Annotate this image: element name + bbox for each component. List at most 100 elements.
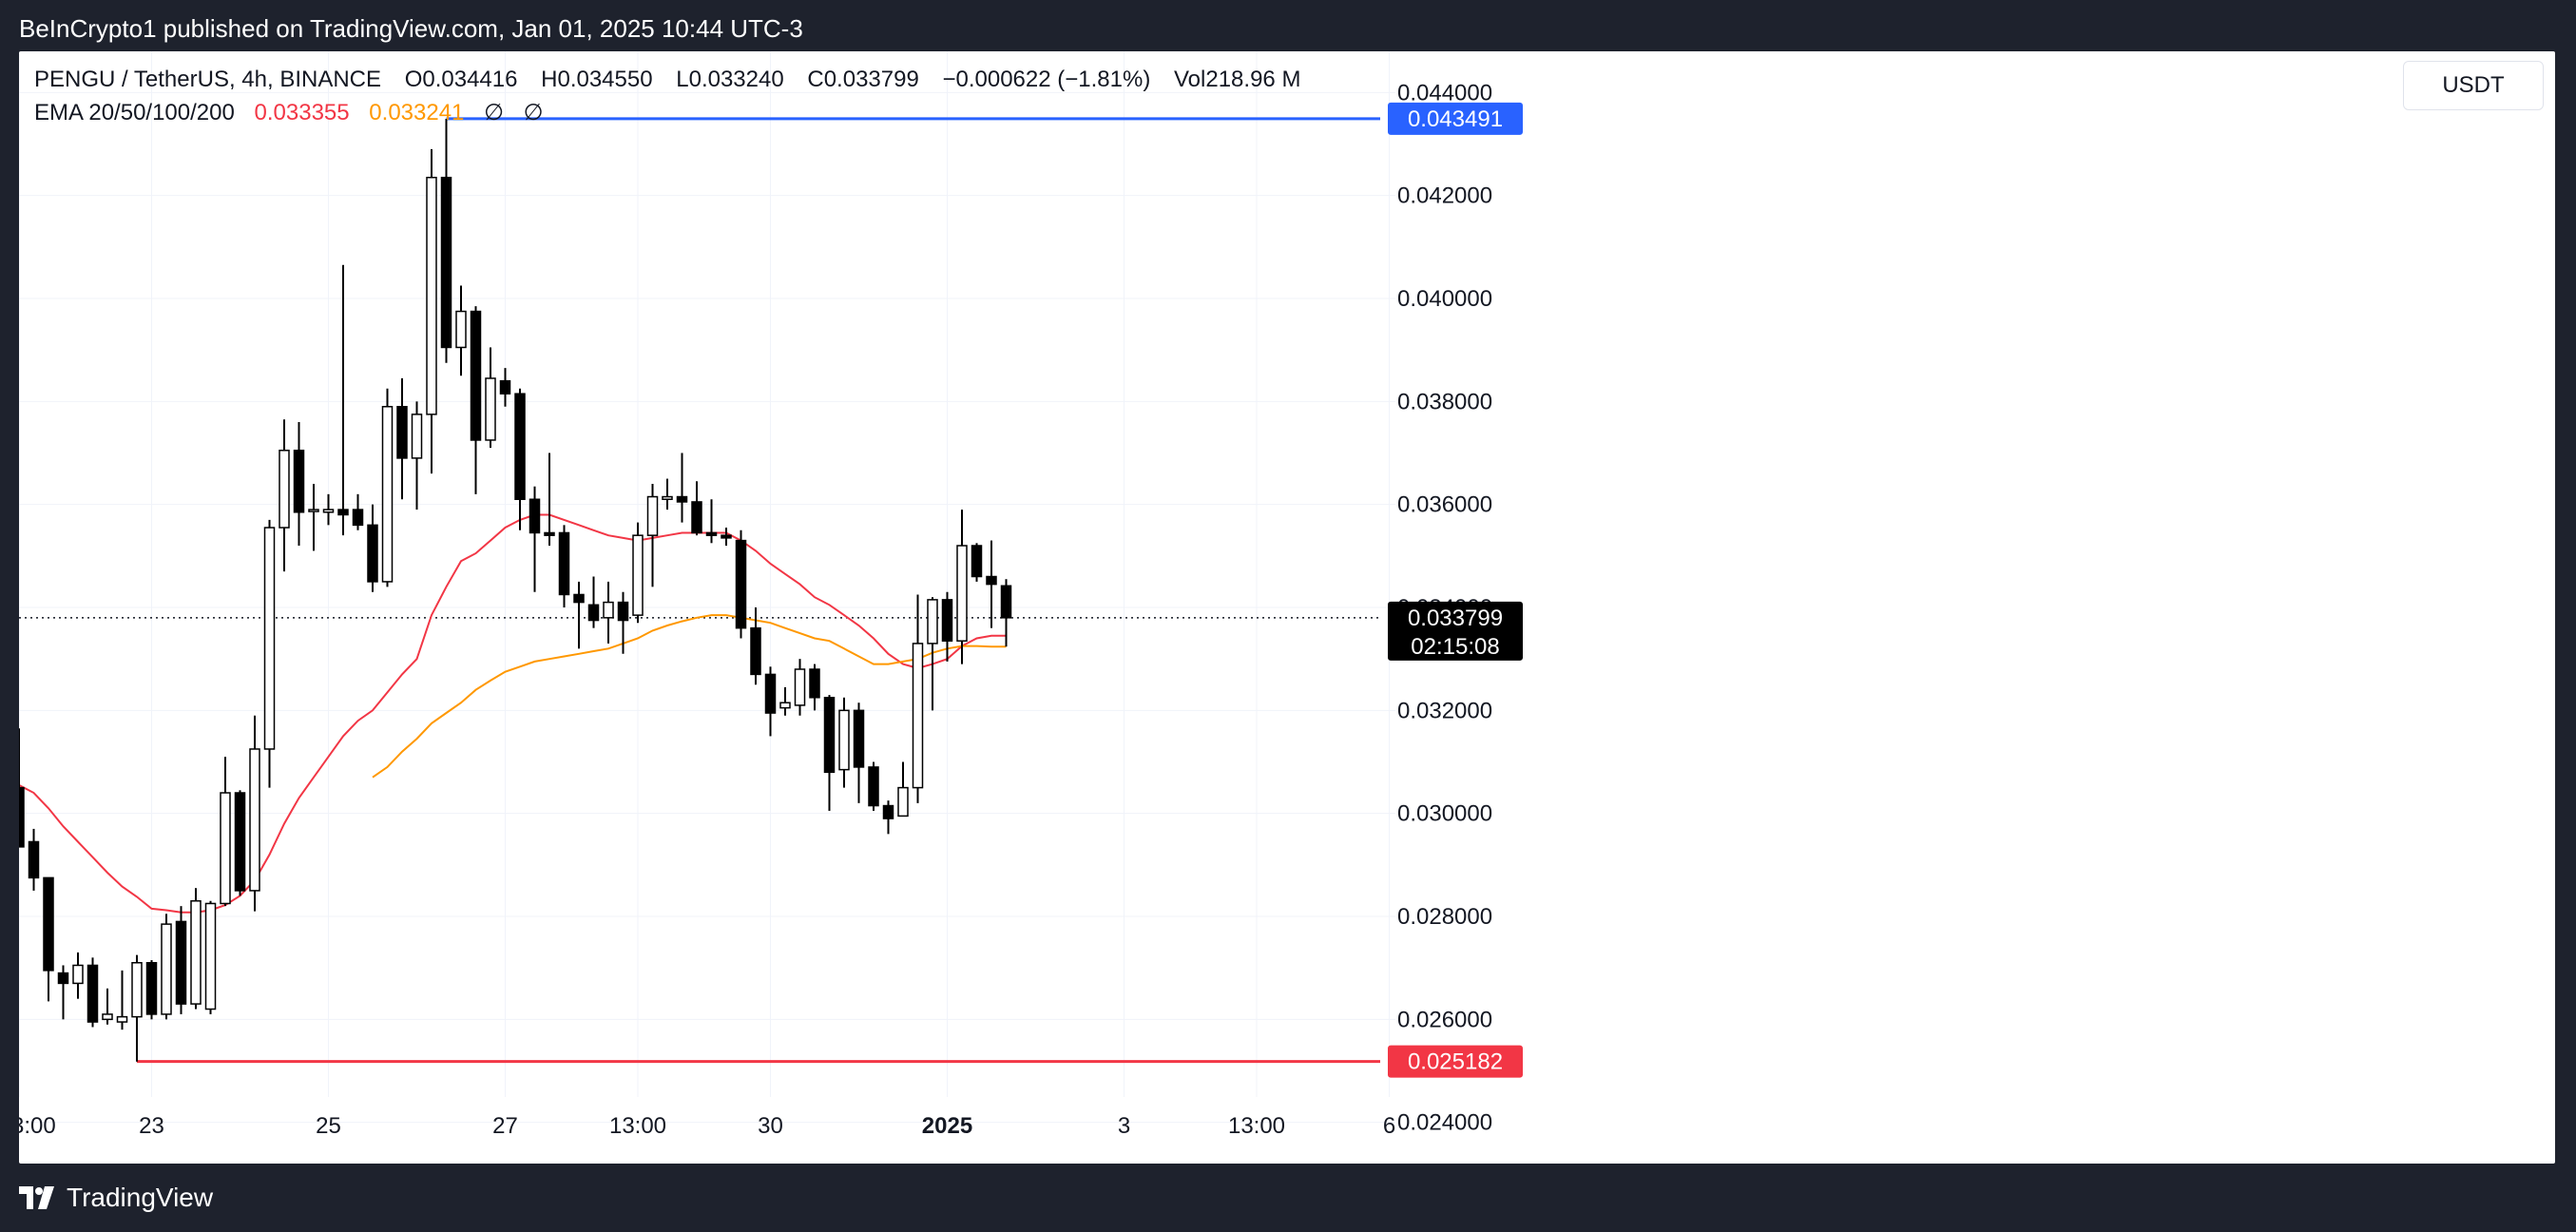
candle-body — [750, 626, 761, 676]
ohlc-legend: PENGU / TetherUS, 4h, BINANCE O0.034416 … — [34, 67, 1317, 93]
candle-body — [145, 962, 158, 1015]
resistance-label: 0.043491 — [1408, 106, 1503, 132]
candle-body — [838, 709, 850, 771]
candle-body — [131, 962, 143, 1018]
candle-body — [308, 509, 319, 512]
y-axis-label: 0.024000 — [1397, 1110, 1492, 1136]
candle-body — [573, 593, 585, 604]
y-axis-label: 0.032000 — [1397, 698, 1492, 723]
chart-panel[interactable]: 0.044000 0.042000 0.040000 0.038000 0.036000… — [19, 51, 2555, 1164]
close-value: C0.033799 — [807, 67, 919, 92]
candle-body — [986, 575, 997, 586]
y-axis-label: 0.026000 — [1397, 1007, 1492, 1032]
publisher-bar: BeInCrypto1 published on TradingView.com… — [0, 0, 2576, 51]
candle-body — [322, 509, 335, 513]
candle-body — [440, 176, 452, 349]
y-axis-label: 0.044000 — [1397, 80, 1492, 106]
high-value: H0.034550 — [541, 67, 653, 92]
candle-body — [558, 531, 570, 596]
candle-body — [691, 501, 702, 534]
candle-body — [632, 534, 644, 616]
footer-bar: TradingView — [0, 1164, 2576, 1232]
candle-body — [956, 545, 968, 642]
x-axis-label: 27 — [492, 1113, 518, 1139]
y-axis-label: 0.030000 — [1397, 801, 1492, 827]
candle-body — [662, 495, 673, 500]
open-value: O0.034416 — [404, 67, 518, 92]
countdown-label: 02:15:08 — [1411, 634, 1499, 660]
x-axis-label: 6 — [1383, 1113, 1395, 1139]
ema-legend: EMA 20/50/100/200 0.033355 0.033241 ∅ ∅ — [34, 99, 557, 126]
low-value: L0.033240 — [676, 67, 784, 92]
candle-body — [204, 902, 217, 1011]
x-axis-label: 23 — [139, 1113, 164, 1139]
ema20-value: 0.033355 — [254, 100, 350, 125]
x-axis-label: 13:00 — [1228, 1113, 1285, 1139]
candle-body — [396, 406, 408, 459]
change-value: −0.000622 (−1.81%) — [942, 67, 1151, 92]
y-axis-label: 0.042000 — [1397, 183, 1492, 209]
candle-body — [676, 495, 688, 503]
candle-body — [367, 524, 378, 583]
resistance-badge — [1388, 102, 1523, 135]
ema100-value: ∅ — [484, 100, 504, 125]
candle-body — [544, 531, 555, 536]
volume-value: Vol218.96 M — [1174, 67, 1301, 92]
x-axis-label: 3:00 — [19, 1113, 56, 1139]
ema20-line — [19, 513, 1007, 914]
candle-body — [161, 923, 172, 1015]
candle-body — [411, 414, 423, 459]
candle-body — [853, 709, 865, 768]
candle-body — [28, 840, 40, 879]
tradingview-icon — [19, 1186, 54, 1209]
candle-body — [279, 450, 290, 529]
candle-body — [1000, 585, 1012, 619]
candle-body — [971, 545, 983, 578]
candle-body — [72, 964, 84, 985]
candle-body — [485, 377, 496, 441]
candle-body — [868, 766, 879, 807]
x-axis-label: 25 — [316, 1113, 341, 1139]
candle-body — [175, 920, 187, 1005]
candle-body — [190, 900, 202, 1005]
candle-body — [705, 531, 718, 536]
symbol-label[interactable]: PENGU / TetherUS, 4h, BINANCE — [34, 67, 382, 92]
candle-body — [646, 495, 659, 536]
currency-selector[interactable]: USDT — [2403, 61, 2544, 110]
candle-body — [735, 539, 747, 629]
support-label: 0.025182 — [1408, 1049, 1503, 1075]
candle-body — [897, 786, 909, 818]
last-price-badge — [1388, 601, 1523, 661]
candle-body — [941, 599, 953, 642]
candle-body — [514, 393, 526, 501]
candle-body — [912, 643, 924, 789]
candle-body — [823, 697, 836, 774]
tradingview-logo[interactable]: TradingView — [19, 1183, 213, 1213]
candle-body — [455, 310, 467, 349]
candle-body — [927, 599, 938, 645]
candle-body — [499, 379, 511, 395]
candle-body — [779, 702, 791, 709]
candle-body — [43, 876, 54, 972]
candle-body — [337, 509, 349, 516]
price-chart[interactable]: 0.044000 0.042000 0.040000 0.038000 0.036000… — [19, 51, 2555, 1164]
candle-body — [234, 792, 246, 892]
x-axis-label: 2025 — [922, 1113, 972, 1139]
candle-body — [617, 601, 629, 622]
candle-body — [102, 1013, 113, 1021]
candle-body — [882, 804, 894, 819]
candle-body — [721, 534, 732, 539]
y-axis-label: 0.038000 — [1397, 389, 1492, 414]
candle-body — [220, 792, 231, 905]
candle-body — [794, 668, 806, 706]
candle-body — [293, 450, 305, 513]
publisher-text: BeInCrypto1 published on TradingView.com… — [19, 14, 803, 43]
candle-body — [470, 310, 482, 441]
candle-body — [587, 604, 600, 622]
y-axis-label: 0.036000 — [1397, 492, 1492, 518]
candle-body — [263, 527, 276, 750]
ema-label[interactable]: EMA 20/50/100/200 — [34, 100, 235, 125]
x-axis-label: 3 — [1118, 1113, 1130, 1139]
ema50-line — [372, 614, 1007, 779]
y-axis-label: 0.040000 — [1397, 286, 1492, 312]
